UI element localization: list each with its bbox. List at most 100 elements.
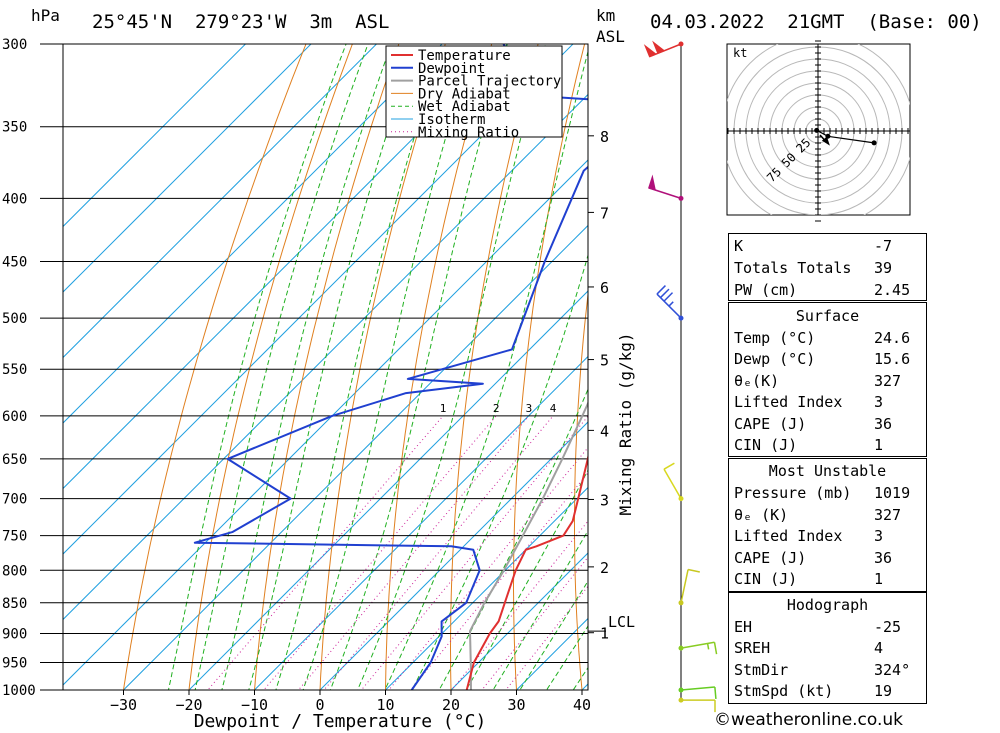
k-index-label: K	[734, 237, 744, 255]
wet-adiabat-line	[194, 44, 369, 690]
surface-li-label: Lifted Index	[734, 393, 843, 411]
km-tick-label: 3	[600, 491, 609, 509]
wind-barb-pennant	[643, 44, 657, 58]
surface-thetae-value: 327	[874, 372, 902, 390]
legend-entry: Dry Adiabat	[418, 86, 511, 102]
pressure-tick-label: 850	[2, 596, 27, 612]
temp-tick-label: 0	[315, 696, 324, 714]
isotherm-line	[450, 552, 588, 690]
wind-barb-feather	[714, 686, 717, 700]
stmspd-value: 19	[874, 682, 893, 700]
hodograph-panel: Hodograph EH -25 SREH 4 StmDir 324° StmSpd …	[728, 592, 927, 704]
most-unstable-panel: Most Unstable Pressure (mb) 1019 θₑ (K) 32…	[728, 458, 927, 592]
hpa-label: hPa	[31, 6, 60, 25]
pressure-tick-label: 800	[2, 563, 27, 579]
dry-adiabat-line	[188, 44, 353, 690]
mu-li-value: 3	[874, 527, 884, 545]
temp-tick-label: −10	[241, 696, 268, 714]
wind-barb-feather	[663, 292, 674, 302]
wet-adiabat-line	[438, 388, 588, 690]
asl-label: ASL	[596, 27, 625, 46]
pressure-tick-label: 550	[2, 362, 27, 378]
pressure-tick-label: 400	[2, 191, 27, 207]
dry-adiabat-line	[319, 44, 446, 690]
surface-temp-value: 24.6	[874, 329, 911, 347]
mixing-ratio-line	[410, 472, 588, 690]
sreh-value: 4	[874, 639, 884, 657]
mixing-ratio-line	[297, 415, 530, 690]
pw-label: PW (cm)	[734, 281, 798, 299]
temp-tick-label: −20	[175, 696, 202, 714]
surface-temp-label: Temp (°C)	[734, 329, 816, 347]
temp-tick-label: 30	[507, 696, 525, 714]
mixing-ratio-labels: 1 2 3 4	[440, 402, 557, 415]
legend-entry: Parcel Trajectory	[418, 74, 561, 90]
stmdir-value: 324°	[874, 661, 911, 679]
km-tick-label: 7	[600, 204, 609, 222]
wind-barb-pennant	[652, 40, 666, 55]
mixing-ratio-line	[263, 415, 497, 690]
wet-adiabat-line	[275, 44, 445, 690]
wind-barb-feather	[659, 288, 670, 299]
mixing-ratio-line	[451, 520, 588, 690]
parcel-trajectory-line	[469, 400, 588, 690]
sreh-label: SREH	[734, 639, 771, 657]
pressure-axis: 300 350 400 450 500 550 600 650 700 750 800 850 900 9…	[2, 37, 36, 699]
hodograph-point	[871, 140, 877, 146]
km-label: km	[596, 6, 615, 25]
wind-barb-staff	[663, 468, 682, 499]
wind-barb-half-feather	[668, 301, 674, 307]
dry-adiabat-line	[450, 44, 539, 690]
temperature-axis: −30 −20 −10 0 10 20 30 40	[110, 690, 591, 714]
datetime-title: 04.03.2022 21GMT (Base: 00)	[650, 11, 982, 33]
stmdir-label: StmDir	[734, 661, 789, 679]
isotherm-line	[63, 44, 247, 228]
wet-adiabat-line	[329, 44, 508, 690]
location-title: 25°45'N 279°23'W 3m ASL	[92, 11, 389, 33]
weatheronline-credit[interactable]: ©weatheronline.co.uk	[714, 710, 904, 730]
isobar-lines	[40, 43, 588, 691]
temp-tick-label: 20	[442, 696, 460, 714]
indices-panel: K -7 Totals Totals 39 PW (cm) 2.45	[728, 233, 927, 301]
wind-barbs	[643, 40, 718, 713]
legend-entry: Wet Adiabat	[418, 99, 511, 115]
mu-thetae-label: θₑ (K)	[734, 506, 789, 524]
wet-adiabat-line	[519, 580, 588, 690]
mu-cape-value: 36	[874, 549, 893, 567]
wind-level-dot	[678, 600, 684, 606]
mixing-ratio-line	[207, 415, 444, 690]
pressure-tick-label: 350	[2, 120, 27, 136]
mu-li-label: Lifted Index	[734, 527, 843, 545]
wind-barb-staff	[680, 569, 689, 603]
mu-pressure-label: Pressure (mb)	[734, 484, 852, 502]
pressure-tick-label: 700	[2, 492, 27, 508]
pressure-tick-label: 500	[2, 311, 27, 327]
wind-level-dot	[678, 195, 684, 201]
surface-thetae-label: θₑ(K)	[734, 372, 780, 390]
hodograph-title: Hodograph	[786, 596, 869, 614]
pressure-tick-label: 900	[2, 626, 27, 642]
surface-dewp-value: 15.6	[874, 350, 911, 368]
dry-adiabat-line	[122, 44, 307, 690]
wind-barb-pennant	[648, 174, 656, 191]
isotherm-line	[63, 44, 312, 293]
surface-cin-value: 1	[874, 436, 884, 454]
wet-adiabat-line	[545, 625, 588, 690]
pressure-tick-label: 650	[2, 452, 27, 468]
wet-adiabat-line	[357, 44, 547, 690]
pressure-tick-label: 1000	[2, 683, 36, 699]
temp-tick-label: −30	[110, 696, 137, 714]
most-unstable-title: Most Unstable	[768, 462, 887, 480]
isotherm-line	[384, 486, 588, 690]
mixing-ratio-label: 4	[550, 402, 557, 415]
x-axis-title: Dewpoint / Temperature (°C)	[194, 711, 487, 732]
wind-barb-staff	[680, 686, 715, 691]
temp-tick-label: 40	[573, 696, 591, 714]
mu-pressure-value: 1019	[874, 484, 911, 502]
lcl-label: LCL	[608, 613, 635, 631]
plot-frame	[62, 43, 589, 691]
wind-barb-half-feather	[706, 643, 710, 650]
